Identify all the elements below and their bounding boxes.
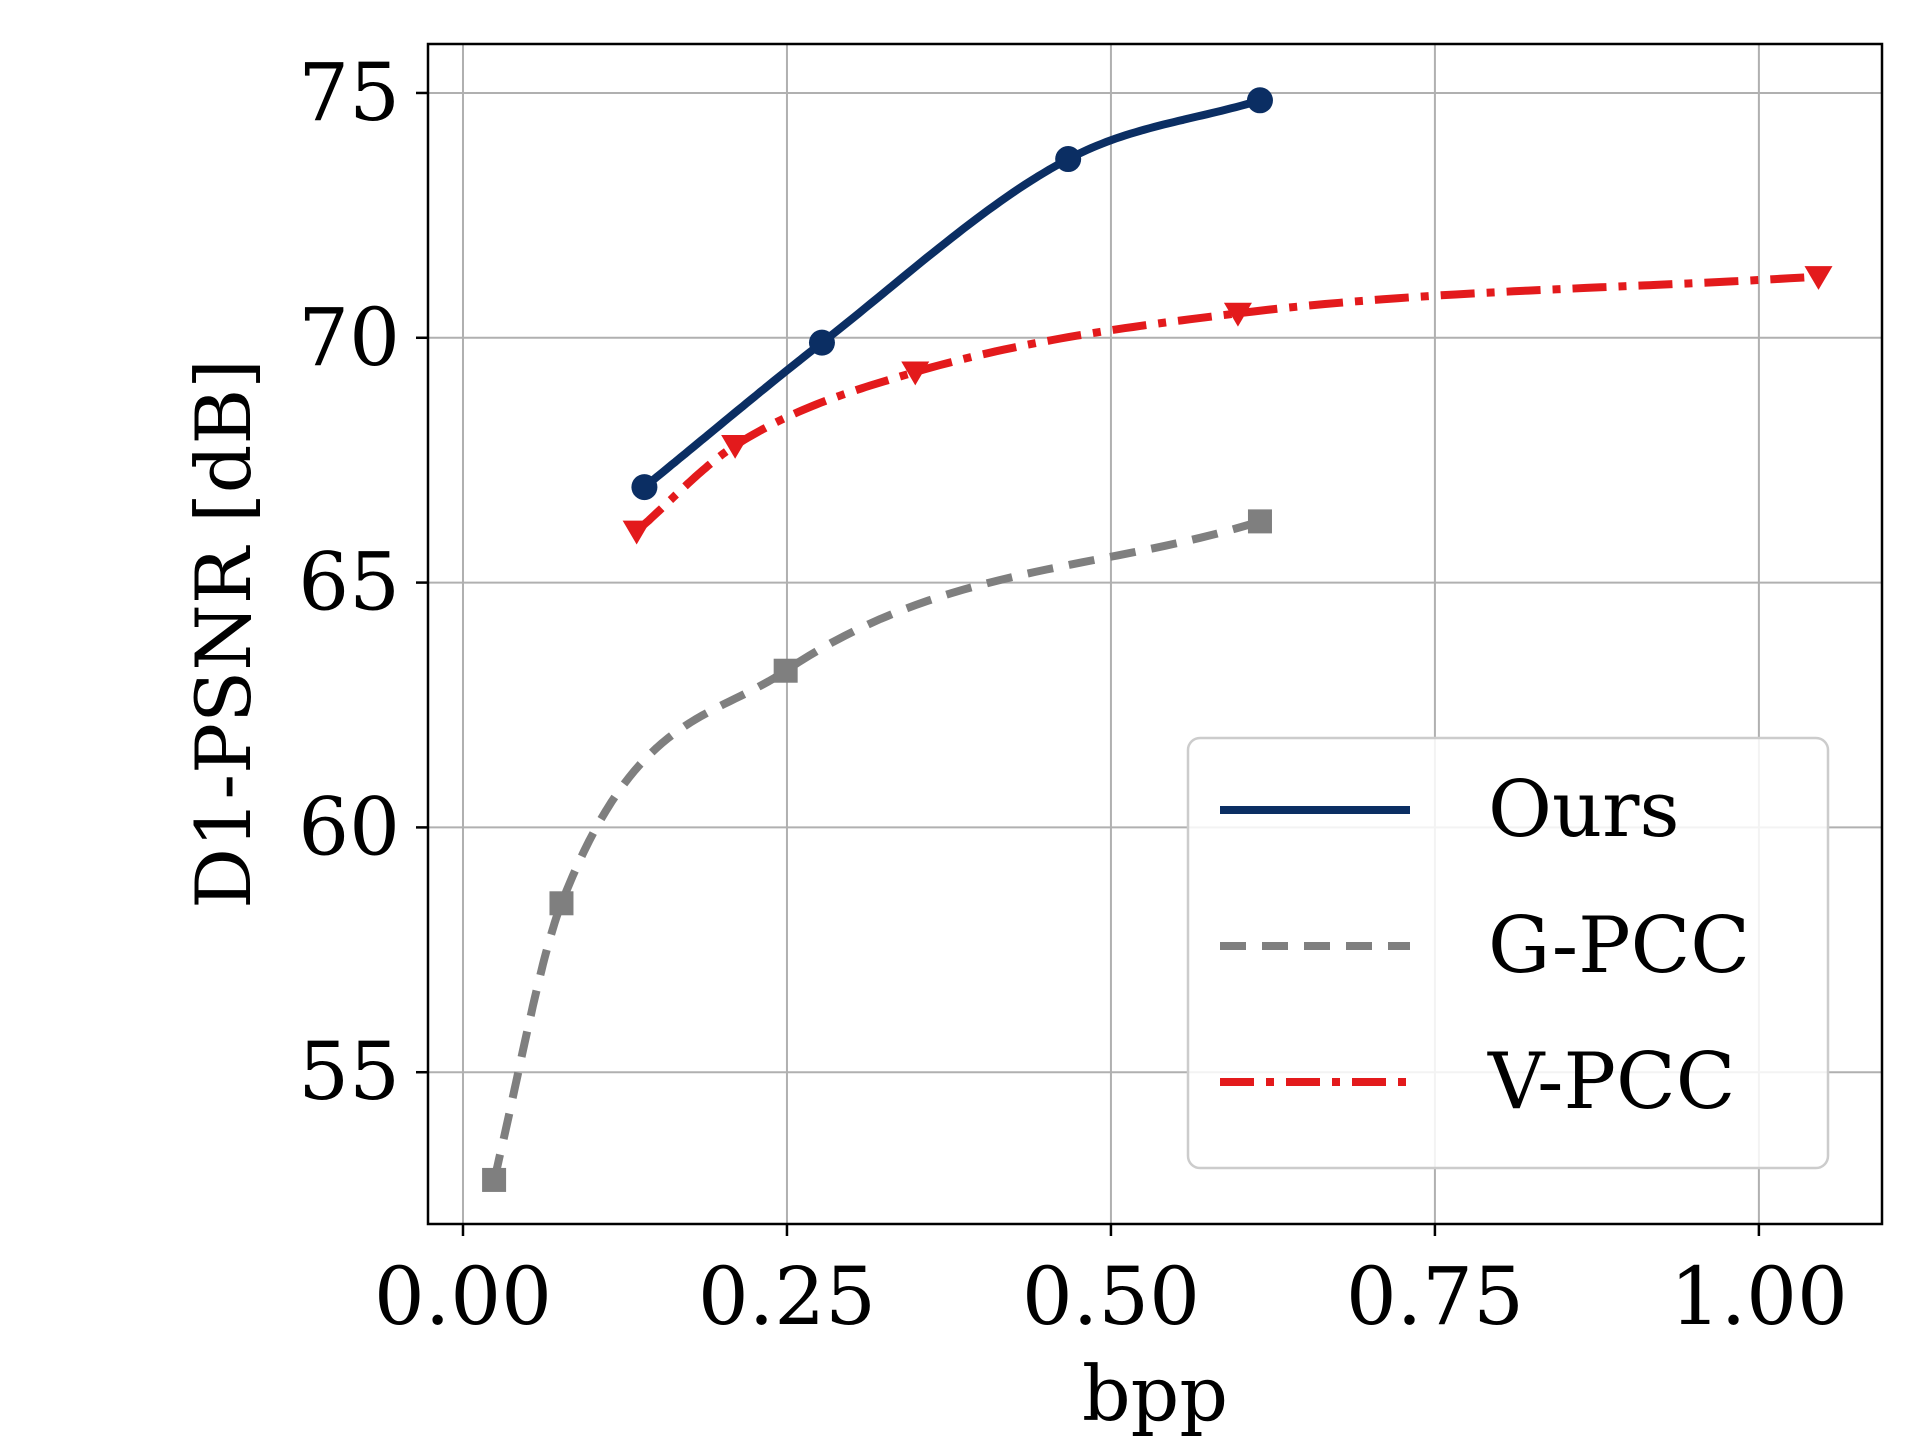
y-tick-label: 60: [298, 780, 400, 873]
series-line-ours: [641, 96, 1262, 491]
series-v-pcc: [622, 266, 1833, 545]
x-axis-label: bpp: [1082, 1349, 1228, 1438]
legend-label: G-PCC: [1488, 901, 1750, 991]
x-tick-label: 0.75: [1346, 1250, 1524, 1343]
data-point-ours: [1055, 146, 1082, 173]
data-point-v-pcc: [1804, 266, 1833, 290]
legend-item-g-pcc: G-PCC: [1220, 901, 1750, 991]
series-ours: [631, 87, 1273, 501]
data-point-g-pcc: [482, 1167, 507, 1192]
series-line-v-pcc: [633, 272, 1819, 535]
plot-frame: [426, 42, 1884, 1226]
y-tick-label: 55: [298, 1025, 400, 1118]
data-point-v-pcc: [1223, 302, 1252, 327]
data-point-ours: [1246, 87, 1273, 114]
data-point-v-pcc: [622, 520, 651, 545]
x-tick-label: 1.00: [1670, 1250, 1848, 1343]
data-point-g-pcc: [1247, 509, 1272, 534]
y-tick-label: 70: [298, 291, 400, 384]
series-layer: [482, 87, 1833, 1192]
legend-label: V-PCC: [1487, 1037, 1735, 1127]
legend: Ours G-PCC V-PCC: [1186, 736, 1830, 1170]
data-point-g-pcc: [773, 658, 798, 683]
legend-item-ours: Ours: [1220, 765, 1680, 855]
y-tick-label: 65: [298, 536, 400, 629]
x-tick-label: 0.00: [374, 1250, 552, 1343]
ticks: 0.00 0.25 0.50 0.75 1.00 55 60 65 70 75: [298, 46, 1848, 1343]
data-point-v-pcc: [901, 361, 930, 386]
legend-label: Ours: [1488, 765, 1680, 855]
data-point-ours: [631, 474, 658, 501]
x-tick-label: 0.25: [698, 1250, 876, 1343]
data-point-g-pcc: [549, 891, 574, 916]
series-g-pcc: [482, 509, 1272, 1192]
x-tick-label: 0.50: [1022, 1250, 1200, 1343]
legend-box: [1186, 736, 1830, 1170]
data-point-v-pcc: [721, 434, 750, 459]
data-point-ours: [808, 329, 835, 356]
y-axis-label: D1-PSNR [dB]: [179, 359, 268, 909]
y-tick-label: 75: [298, 46, 400, 139]
legend-item-v-pcc: V-PCC: [1220, 1037, 1735, 1127]
